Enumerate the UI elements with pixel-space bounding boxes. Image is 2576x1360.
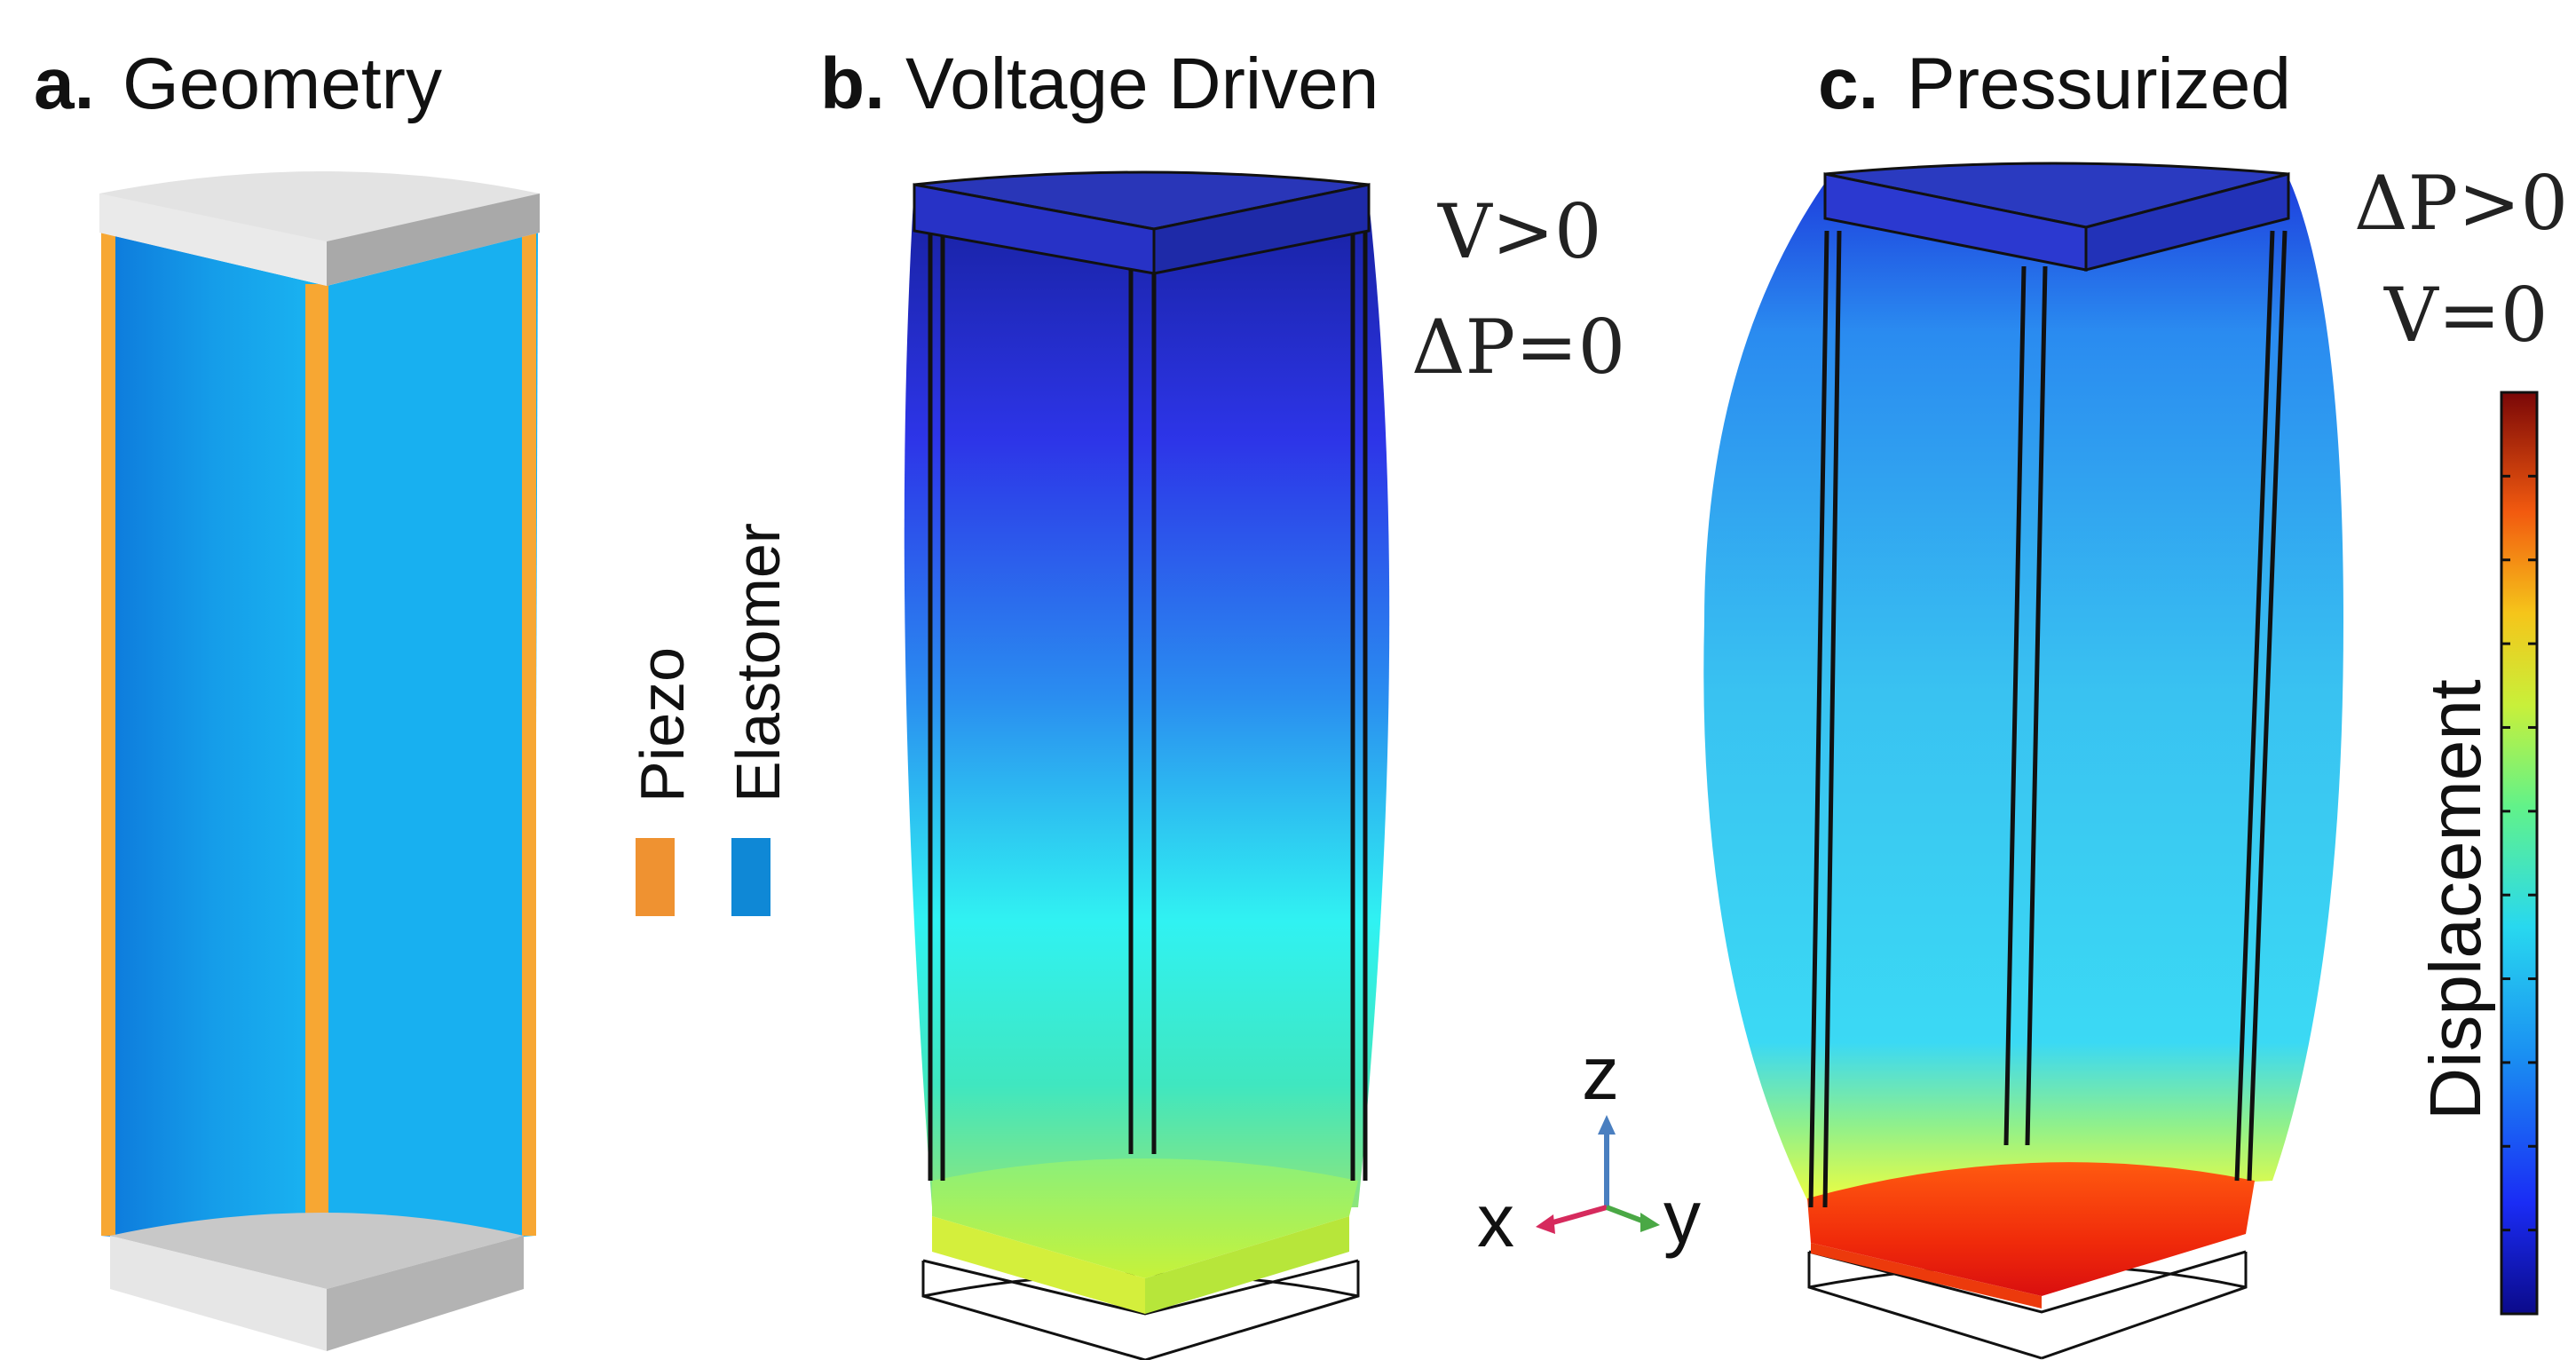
z-arrow-head [1598,1115,1616,1135]
pressurized-deformed-model [1703,162,2343,1360]
axis-triad: z x y [1477,1032,1701,1262]
y-axis-arrow [1605,1205,1646,1224]
x-axis-arrow [1549,1205,1608,1226]
panel-a-title: Geometry [122,43,442,124]
panel-c-condition-voltage: V=0 [2383,272,2548,359]
panel-b: b. Voltage Driven V>0 ΔP=0 [820,43,1625,1360]
colorbar-label: Displacement [2415,679,2496,1120]
piezo-strip-center [305,284,328,1252]
panel-a-letter: a. [34,43,94,124]
piezo-strip-left [101,233,115,1236]
legend-label-elastomer: Elastomer [723,523,793,803]
deformed-body [1703,178,2343,1207]
z-axis-label: z [1582,1032,1619,1115]
panel-b-title: Voltage Driven [905,43,1379,124]
elastomer-face-right [327,233,538,1253]
legend-label-piezo: Piezo [628,647,697,803]
panel-c: c. Pressurized ΔP>0 V=0 Displacement [1703,43,2568,1360]
colorbar: Displacement [2415,391,2539,1316]
x-axis-label: x [1477,1179,1514,1262]
deformed-body [904,185,1390,1207]
panel-c-title: Pressurized [1907,43,2291,124]
bottom-plate [932,1158,1358,1278]
top-plate [913,170,1370,231]
wireframe-base [1807,1250,2248,1360]
elastomer-face-left [101,233,327,1253]
geometry-model [99,171,540,1351]
bottom-cap-left [110,1236,327,1351]
x-arrow-head [1536,1214,1555,1234]
material-legend: Piezo Elastomer [628,523,793,916]
colorbar-gradient [2500,391,2539,1316]
panel-b-condition-voltage: V>0 [1437,188,1602,275]
voltage-deformed-model [904,170,1390,1360]
bottom-cap [110,1213,524,1289]
panel-a: a. Geometry Piezo Elastomer [34,43,793,1351]
wireframe-edges [1808,230,2288,1208]
panel-b-condition-pressure: ΔP=0 [1411,304,1625,391]
y-arrow-head [1640,1213,1660,1232]
colorbar-ticks [2501,474,2537,1232]
y-axis-label: y [1663,1175,1701,1259]
top-cap-front [327,194,540,286]
top-plate [1824,162,2289,229]
panel-c-condition-pressure: ΔP>0 [2354,160,2568,247]
legend-swatch-piezo [636,838,675,916]
panel-b-letter: b. [820,43,885,124]
wireframe-edges [928,229,1368,1181]
bottom-cap-right [327,1236,524,1351]
legend-swatch-elastomer [731,838,770,916]
bottom-plate [1807,1162,2255,1296]
panel-c-letter: c. [1818,43,1878,124]
piezo-strip-right [522,233,536,1236]
